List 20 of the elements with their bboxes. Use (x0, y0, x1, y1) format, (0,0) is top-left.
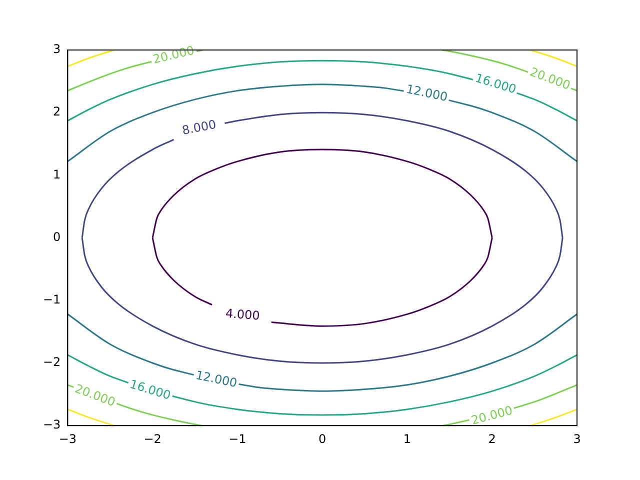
annotation: 16.000 (474, 70, 518, 96)
x-tick-label: 0 (318, 432, 326, 446)
y-tick-label: 3 (53, 42, 61, 56)
x-tick-label: −1 (228, 432, 246, 446)
y-tick-label: −1 (42, 292, 61, 307)
annotation: 12.000 (194, 368, 238, 390)
y-tick-label: −2 (42, 355, 61, 370)
y-tick-label: −3 (42, 418, 61, 432)
x-tick-label: −2 (144, 432, 162, 446)
annotation: 20.000 (470, 403, 514, 428)
annotation: 16.000 (128, 376, 172, 402)
annotation: 12.000 (404, 82, 449, 104)
y-tick-label: 2 (53, 104, 61, 119)
annotation: 8.000 (180, 117, 218, 138)
annotation: 4.000 (224, 306, 260, 323)
x-tick-label: 1 (403, 432, 412, 446)
x-tick-label: 3 (573, 432, 581, 446)
y-tick-label: 1 (53, 167, 61, 182)
y-tick-label: 0 (53, 230, 61, 244)
x-tick-label: 2 (488, 432, 496, 446)
